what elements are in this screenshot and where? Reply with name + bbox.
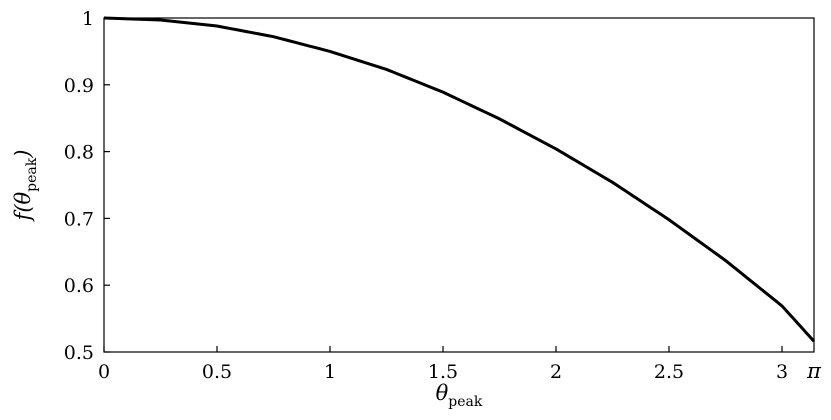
y-tick-label: 0.9 [64,75,94,97]
y-tick-label: 1 [82,8,94,30]
y-tick-label: 0.7 [64,208,94,230]
x-tick-label: 2.5 [654,361,684,383]
y-tick-label: 0.8 [64,142,94,164]
ticks-layer: 0 0.5 1 1.5 2 2.5 3 π0.50.60.70.80.91 [64,8,822,383]
x-axis-label: θpeak [436,381,483,410]
x-tick-label-pi: π [806,359,822,383]
y-tick-label: 0.5 [64,342,94,364]
x-tick-label: 1.5 [428,361,458,383]
y-axis-label: f(θpeak) [11,150,40,223]
x-tick-label: 2 [550,361,562,383]
x-tick-label: 0.5 [202,361,232,383]
x-tick-label: 1 [324,361,336,383]
series-line [103,16,816,343]
y-tick-label: 0.6 [64,275,94,297]
x-tick-label: 3 [776,361,788,383]
x-tick-label: 0 [98,361,110,383]
plot-frame [103,17,815,353]
